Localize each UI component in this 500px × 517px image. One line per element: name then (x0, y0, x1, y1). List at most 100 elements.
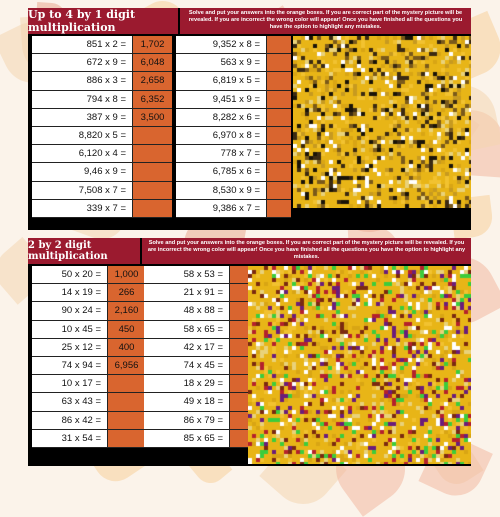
answer-box[interactable]: 2,160 (107, 302, 145, 320)
question-text: 9,451 x 9 = (212, 93, 260, 105)
question-text: 794 x 8 = (86, 93, 126, 105)
question-text: 58 x 65 = (183, 323, 223, 335)
question-row: 90 x 24 = 2,160 (32, 302, 155, 321)
answer-box[interactable] (266, 126, 291, 145)
question-text: 8,530 x 9 = (212, 184, 260, 196)
question-text: 49 x 18 = (183, 396, 223, 408)
question-row: 8,820 x 5 = (32, 126, 172, 146)
question-text: 85 x 65 = (183, 432, 223, 444)
answer-box[interactable] (266, 72, 291, 90)
question-row: 10 x 17 = (32, 375, 155, 394)
question-row: 778 x 7 = (176, 145, 291, 164)
question-row: 31 x 54 = (32, 429, 155, 448)
question-text: 8,820 x 5 = (78, 130, 126, 142)
question-text: 6,120 x 4 = (78, 148, 126, 160)
answer-box[interactable] (132, 126, 172, 145)
question-text: 387 x 9 = (86, 111, 126, 123)
answer-box[interactable] (107, 411, 145, 429)
answer-box[interactable] (266, 108, 291, 126)
question-row: 7,508 x 7 = (32, 181, 172, 200)
question-row: 8,282 x 6 = (176, 108, 291, 127)
question-row: 563 x 9 = (176, 54, 291, 73)
answer-box[interactable] (266, 54, 291, 72)
answer-box[interactable] (132, 145, 172, 163)
question-row: 63 x 43 = (32, 393, 155, 412)
question-text: 86 x 79 = (183, 414, 223, 426)
answer-box[interactable] (107, 393, 145, 411)
question-row: 8,530 x 9 = (176, 181, 291, 200)
question-text: 10 x 17 = (61, 378, 101, 390)
question-text: 9,386 x 7 = (212, 202, 260, 214)
answer-box[interactable] (132, 163, 172, 181)
question-text: 18 x 29 = (183, 378, 223, 390)
question-row: 14 x 19 = 266 (32, 284, 155, 303)
question-row: 10 x 45 = 450 (32, 320, 155, 339)
answer-box[interactable] (266, 145, 291, 163)
panel-title: 2 by 2 digit multiplication (28, 238, 140, 264)
question-row: 672 x 9 = 6,048 (32, 54, 172, 73)
answer-box[interactable]: 6,048 (132, 54, 172, 72)
question-row: 339 x 7 = (32, 199, 172, 218)
question-table-left: 50 x 20 = 1,000 14 x 19 = 266 90 x 24 = 2,160… (32, 266, 155, 448)
instructions-text: Solve and put your answers into the oran… (180, 8, 471, 34)
question-text: 339 x 7 = (86, 202, 126, 214)
question-row: 794 x 8 = 6,352 (32, 90, 172, 109)
answer-box[interactable]: 266 (107, 284, 145, 302)
answer-box[interactable]: 400 (107, 338, 145, 356)
answer-box[interactable]: 6,352 (132, 90, 172, 108)
question-text: 563 x 9 = (220, 57, 260, 69)
question-text: 672 x 9 = (86, 57, 126, 69)
mystery-picture (293, 36, 471, 208)
question-row: 50 x 20 = 1,000 (32, 266, 155, 285)
answer-box[interactable]: 1,702 (132, 36, 172, 54)
question-row: 86 x 42 = (32, 411, 155, 430)
answer-box[interactable] (266, 163, 291, 181)
question-text: 886 x 3 = (86, 75, 126, 87)
question-text: 90 x 24 = (61, 305, 101, 317)
question-text: 86 x 42 = (61, 414, 101, 426)
answer-box[interactable]: 3,500 (132, 108, 172, 126)
answer-box[interactable] (132, 181, 172, 199)
question-text: 9,352 x 8 = (212, 39, 260, 51)
answer-box[interactable] (132, 199, 172, 217)
question-row: 25 x 12 = 400 (32, 338, 155, 357)
answer-box[interactable] (107, 429, 145, 447)
answer-box[interactable] (107, 375, 145, 393)
answer-box[interactable]: 450 (107, 320, 145, 338)
question-text: 74 x 94 = (61, 360, 101, 372)
question-row: 6,970 x 8 = (176, 126, 291, 146)
question-text: 9,46 x 9 = (84, 166, 126, 178)
question-row: 886 x 3 = 2,658 (32, 72, 172, 91)
question-text: 851 x 2 = (86, 39, 126, 51)
panel-title: Up to 4 by 1 digit multiplication (28, 8, 178, 34)
worksheet-panel-2: 2 by 2 digit multiplication Solve and pu… (28, 238, 471, 466)
answer-box[interactable]: 1,000 (107, 266, 145, 284)
question-row: 9,451 x 9 = (176, 90, 291, 109)
question-row: 9,386 x 7 = (176, 199, 291, 218)
question-row: 6,785 x 6 = (176, 163, 291, 182)
question-text: 50 x 20 = (61, 269, 101, 281)
question-row: 851 x 2 = 1,702 (32, 36, 172, 55)
question-row: 9,352 x 8 = (176, 36, 291, 55)
question-text: 48 x 88 = (183, 305, 223, 317)
question-text: 63 x 43 = (61, 396, 101, 408)
question-row: 6,120 x 4 = (32, 145, 172, 164)
answer-box[interactable]: 2,658 (132, 72, 172, 90)
answer-box[interactable]: 6,956 (107, 356, 145, 375)
question-text: 14 x 19 = (61, 287, 101, 299)
question-row: 6,819 x 5 = (176, 72, 291, 91)
question-text: 31 x 54 = (61, 432, 101, 444)
question-text: 6,785 x 6 = (212, 166, 260, 178)
question-text: 58 x 53 = (183, 269, 223, 281)
answer-box[interactable] (266, 36, 291, 54)
answer-box[interactable] (266, 181, 291, 199)
question-text: 8,282 x 6 = (212, 111, 260, 123)
question-text: 6,970 x 8 = (212, 130, 260, 142)
question-table-left: 851 x 2 = 1,702 672 x 9 = 6,048 886 x 3 = 2,6… (32, 36, 172, 218)
question-text: 74 x 45 = (183, 360, 223, 372)
question-row: 387 x 9 = 3,500 (32, 108, 172, 127)
mystery-picture (248, 266, 471, 464)
answer-box[interactable] (266, 90, 291, 108)
question-text: 42 x 17 = (183, 341, 223, 353)
answer-box[interactable] (266, 199, 291, 217)
